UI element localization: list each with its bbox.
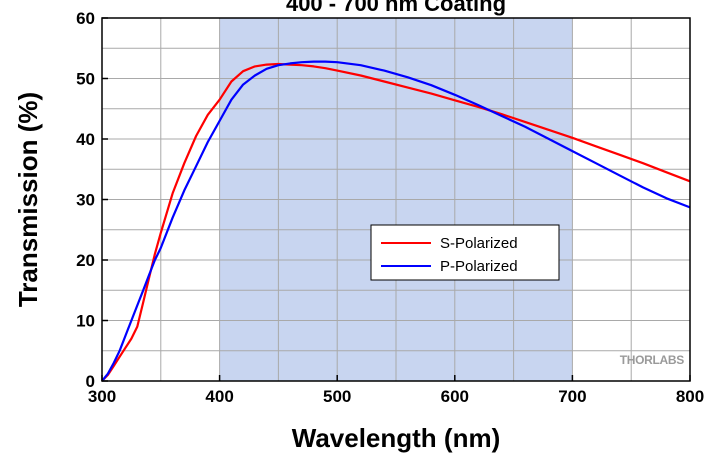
series-layer	[101, 60, 691, 382]
chart-title: 400 - 700 nm Coating	[286, 0, 506, 16]
y-tick-label: 30	[76, 191, 95, 210]
series-line-p-polarized	[101, 60, 691, 382]
x-tick-label: 500	[323, 387, 351, 406]
y-tick-label: 0	[86, 372, 95, 391]
thorlabs-logo: THORLABS	[620, 353, 685, 367]
grid-layer	[102, 18, 690, 381]
x-tick-label: 400	[205, 387, 233, 406]
x-tick-label: 600	[441, 387, 469, 406]
legend-label-s-polarized: S-Polarized	[440, 235, 518, 252]
x-tick-label: 300	[88, 387, 116, 406]
legend: S-Polarized P-Polarized	[370, 224, 560, 281]
x-tick-label: 700	[558, 387, 586, 406]
y-tick-label: 10	[76, 312, 95, 331]
x-axis-title: Wavelength (nm)	[292, 423, 500, 453]
legend-box	[370, 224, 560, 281]
y-axis-title: Transmission (%)	[13, 92, 43, 307]
series-line-s-polarized	[101, 62, 691, 382]
y-tick-label: 60	[76, 9, 95, 28]
x-tick-label: 800	[676, 387, 704, 406]
y-tick-label: 40	[76, 130, 95, 149]
legend-label-p-polarized: P-Polarized	[440, 258, 518, 275]
tick-layer: 300 400 500 600 700 800 0 10 20 30 40 50 60	[76, 9, 704, 406]
y-tick-label: 50	[76, 70, 95, 89]
y-tick-label: 20	[76, 251, 95, 270]
